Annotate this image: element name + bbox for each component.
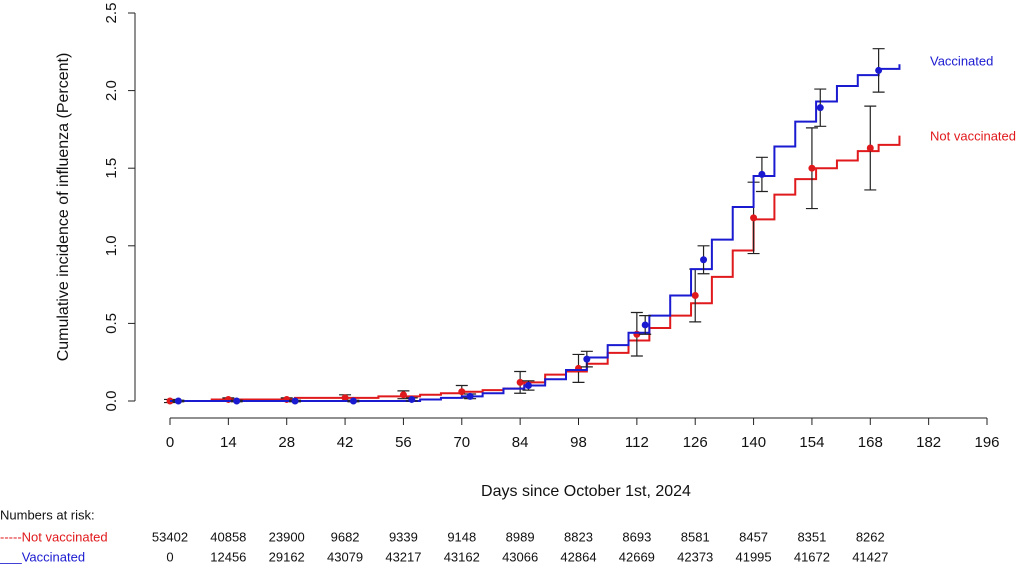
x-axis-label: Days since October 1st, 2024 [481,483,691,500]
risk-count: 8262 [856,529,885,544]
y-tick-label: 1.0 [103,235,120,256]
risk-count: 41672 [794,549,830,564]
point [174,397,182,405]
risk-count: 43066 [502,549,538,564]
point [875,66,883,74]
point [399,391,407,399]
point [691,291,699,299]
point [750,214,758,222]
x-tick-label: 56 [395,434,412,451]
risk-count: 41427 [852,549,888,564]
y-tick-label: 2.5 [103,3,120,24]
y-tick-label: 2.0 [103,80,120,101]
x-tick-label: 0 [166,434,174,451]
risk-row-label: -----Not vaccinated [0,529,108,544]
point [341,394,349,402]
risk-count: 8693 [622,529,651,544]
point [408,395,416,403]
risk-count: 8457 [739,529,768,544]
risk-count: 43079 [327,549,363,564]
risk-count: 8351 [797,529,826,544]
point [808,164,816,172]
point [349,397,357,405]
risk-row-label: ___Vaccinated [0,549,85,564]
risk-count: 42669 [619,549,655,564]
risk-count: 53402 [152,529,188,544]
risk-count: 43217 [385,549,421,564]
point [641,321,649,329]
point [758,170,766,178]
risk-count: 0 [166,549,173,564]
series-label: Not vaccinated [930,128,1016,143]
risk-count: 12456 [210,549,246,564]
risk-count: 29162 [269,549,305,564]
x-tick-label: 98 [570,434,587,451]
x-tick-label: 14 [220,434,237,451]
risk-count: 42373 [677,549,713,564]
series-label: Vaccinated [930,53,993,68]
point [583,355,591,363]
risk-table-title: Numbers at risk: [0,507,95,522]
point [700,256,708,264]
x-tick-label: 84 [512,434,529,451]
point [524,381,532,389]
x-tick-label: 42 [337,434,354,451]
risk-count: 43162 [444,549,480,564]
x-tick-label: 182 [916,434,941,451]
risk-count: 40858 [210,529,246,544]
risk-count: 41995 [735,549,771,564]
point [458,388,466,396]
point [291,397,299,405]
risk-count: 42864 [560,549,596,564]
y-tick-label: 0.0 [103,391,120,412]
x-tick-label: 28 [278,434,295,451]
x-tick-label: 140 [741,434,766,451]
point [466,392,474,400]
x-tick-label: 154 [799,434,824,451]
x-tick-label: 168 [858,434,883,451]
point [816,104,824,112]
y-tick-label: 0.5 [103,313,120,334]
risk-count: 23900 [269,529,305,544]
risk-count: 8823 [564,529,593,544]
risk-count: 9148 [447,529,476,544]
y-tick-label: 1.5 [103,158,120,179]
point [516,378,524,386]
risk-count: 9339 [389,529,418,544]
risk-count: 8989 [506,529,535,544]
point [233,397,241,405]
x-tick-label: 112 [625,434,649,451]
x-tick-label: 126 [683,434,708,451]
risk-count: 8581 [681,529,710,544]
x-tick-label: 70 [453,434,470,451]
point [866,144,874,152]
step-line [170,64,901,402]
x-tick-label: 196 [974,434,999,451]
y-axis-label: Cumulative incidence of influenza (Perce… [55,53,72,362]
risk-count: 9682 [331,529,360,544]
step-line [170,135,901,402]
